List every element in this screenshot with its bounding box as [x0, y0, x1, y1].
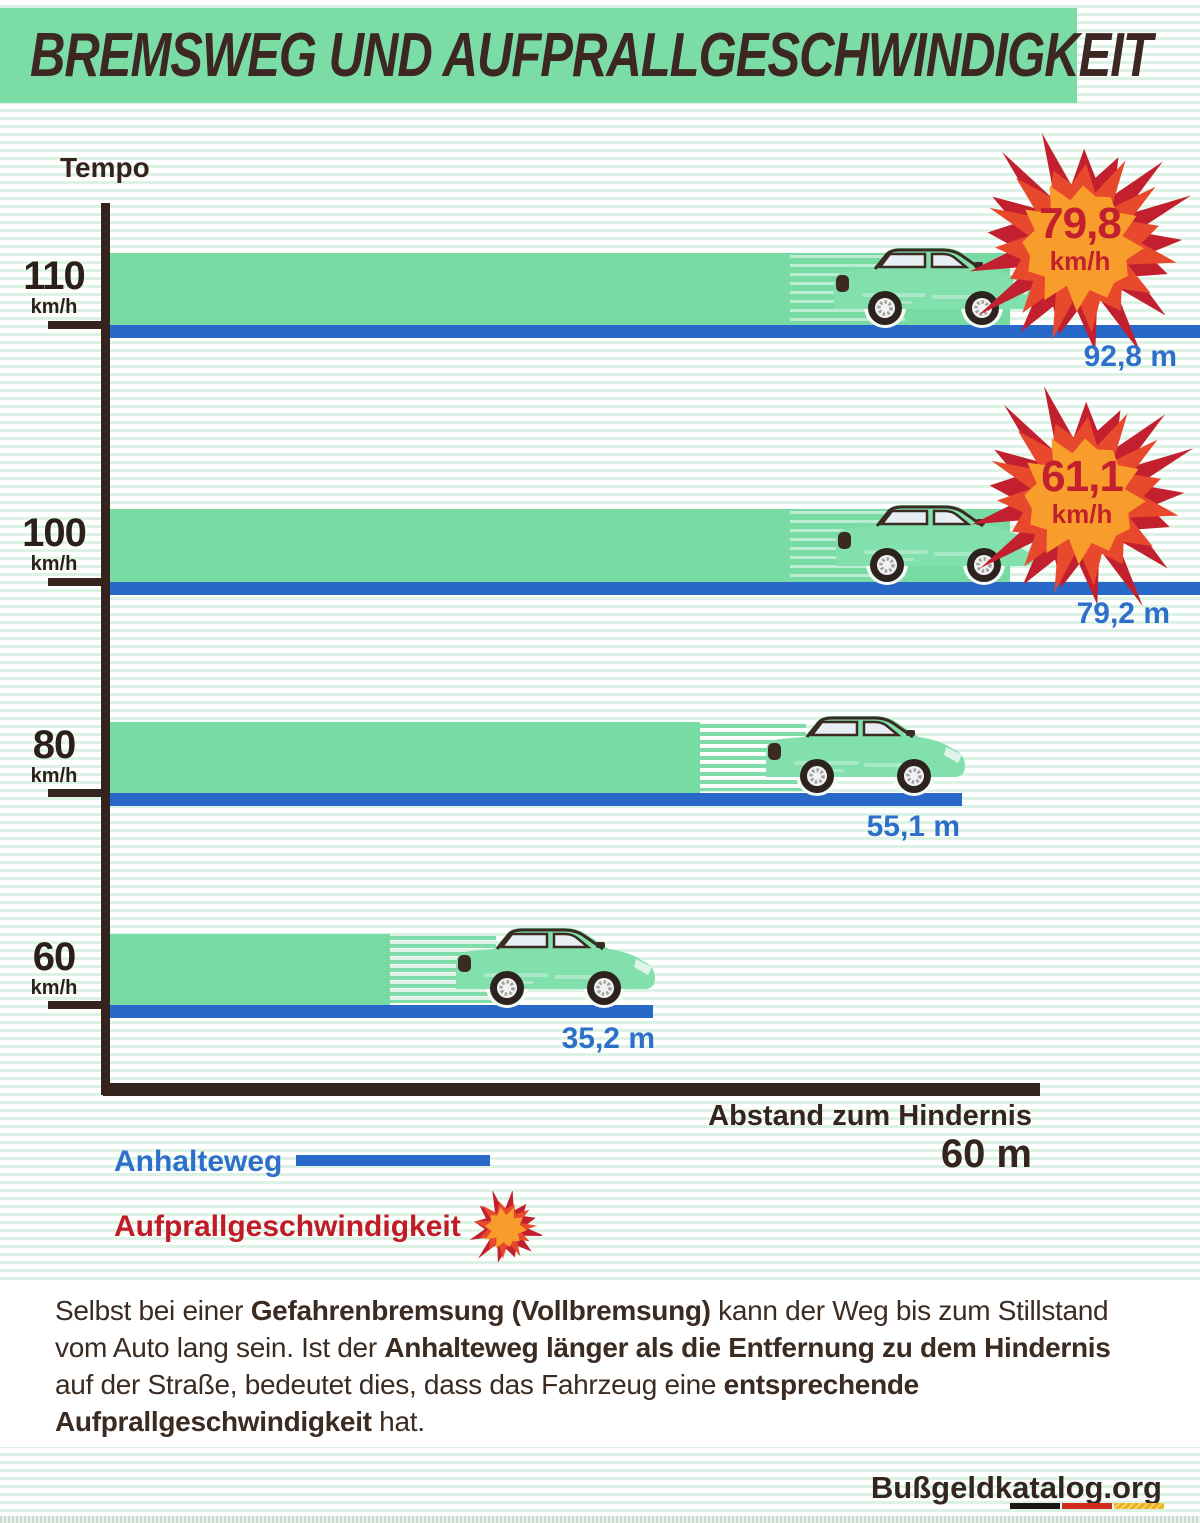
y-axis-tick-60 — [48, 1001, 110, 1009]
paragraph-segment: kann der Weg bis zum Stillstand vom Auto… — [55, 1295, 1109, 1363]
y-axis-line — [101, 203, 110, 1095]
stopping-distance-line-100 — [110, 582, 1200, 595]
distance-label-60: 35,2 m — [561, 1022, 655, 1055]
legend-impact-burst-icon — [468, 1189, 546, 1265]
german-flag-red-stripe-icon — [1062, 1503, 1112, 1509]
paragraph-segment-bold: Gefahrenbremsung (Vollbremsung) — [250, 1295, 711, 1326]
speed-label-60: 60 km/h — [30, 935, 78, 999]
distance-label-110: 92,8 m — [1083, 340, 1177, 373]
distance-label-100: 79,2 m — [1076, 597, 1170, 630]
speed-label-110: 110 km/h — [23, 254, 86, 318]
y-axis-tick-110 — [48, 321, 110, 329]
y-axis-label: Tempo — [60, 152, 150, 183]
paragraph-segment: hat. — [371, 1406, 425, 1437]
brand-logo-text: Bußgeldkatalog.org — [870, 1470, 1162, 1505]
text-band — [0, 1283, 1200, 1447]
stopping-distance-line-110 — [110, 325, 1200, 338]
description-paragraph: Selbst bei einer Gefahrenbremsung (Vollb… — [55, 1292, 1145, 1440]
speed-label-80: 80 km/h — [30, 723, 78, 787]
legend-stopping-label: Anhalteweg — [114, 1145, 283, 1178]
paragraph-segment: auf der Straße, bedeutet dies, dass das … — [55, 1369, 724, 1400]
impact-speed-unit: km/h — [1051, 499, 1113, 529]
header-banner: BREMSWEG UND AUFPRALLGESCHWINDIGKEIT — [0, 8, 1153, 103]
paragraph-segment-bold: entsprechende Aufprallgeschwindigkeit — [55, 1369, 919, 1437]
impact-burst-icon-110: 79,8 km/h — [967, 132, 1193, 358]
obstacle-distance-value: 60 m — [940, 1132, 1032, 1176]
german-flag-black-stripe-icon — [1010, 1503, 1060, 1509]
speed-label-100: 100 km/h — [22, 511, 87, 575]
car-icon — [454, 926, 657, 1009]
impact-speed-unit: km/h — [1049, 246, 1111, 276]
german-flag-gold-stripe-icon — [1114, 1503, 1164, 1509]
x-axis-label: Abstand zum Hindernis — [708, 1100, 1032, 1132]
stopping-distance-line-60 — [110, 1005, 653, 1018]
distance-label-80: 55,1 m — [866, 810, 960, 843]
x-axis-line — [103, 1083, 1040, 1096]
legend-impact-label: Aufprallgeschwindigkeit — [114, 1210, 461, 1243]
page-title: BREMSWEG UND AUFPRALLGESCHWINDIGKEIT — [30, 21, 1153, 90]
bottom-edge-strip — [0, 1516, 1200, 1523]
y-axis-tick-80 — [48, 789, 110, 797]
impact-speed-value: 61,1 — [1041, 452, 1124, 501]
y-axis-tick-100 — [48, 578, 110, 586]
legend-stopping-swatch — [296, 1155, 490, 1166]
braking-bar-60 — [110, 934, 390, 1005]
impact-speed-value: 79,8 — [1039, 199, 1122, 248]
impact-burst-icon-100: 61,1 km/h — [969, 385, 1195, 611]
car-icon — [764, 714, 967, 797]
paragraph-segment: Selbst bei einer — [55, 1295, 251, 1326]
braking-bar-80 — [110, 722, 700, 793]
stopping-distance-line-80 — [110, 793, 962, 806]
x-axis-caption: Abstand zum Hindernis 60 m — [708, 1100, 1032, 1176]
paragraph-segment-bold: Anhalteweg länger als die Entfernung zu … — [384, 1332, 1111, 1363]
